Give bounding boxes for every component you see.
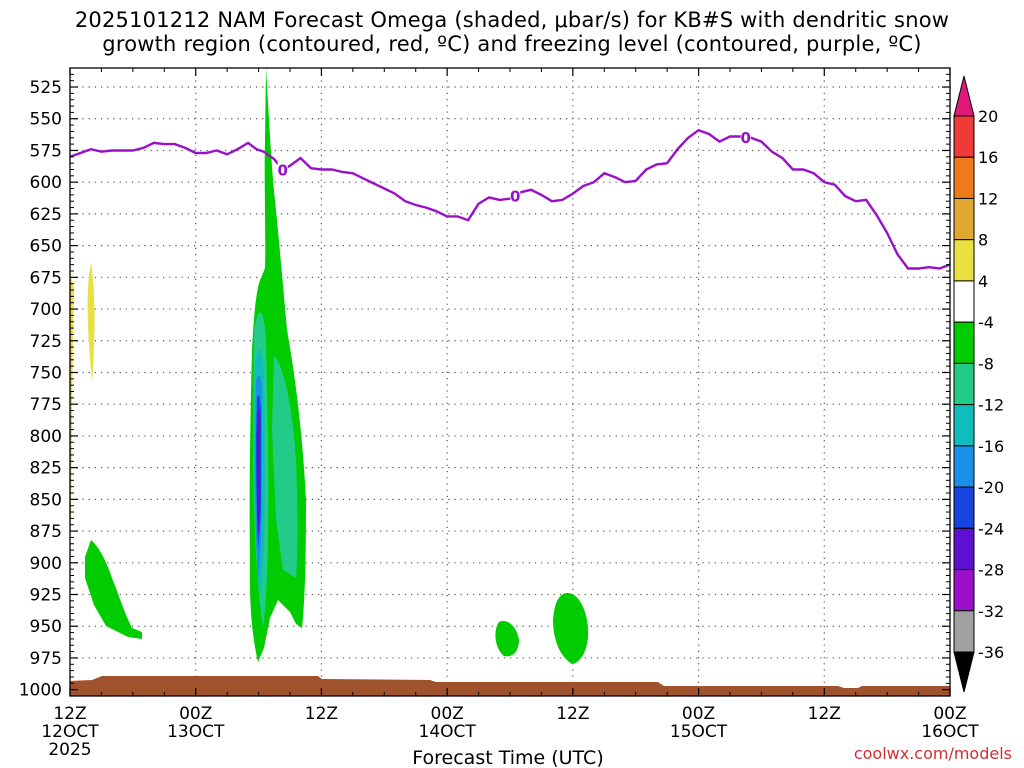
y-tick-label: 525	[30, 78, 62, 98]
y-tick-label: 850	[30, 490, 62, 510]
y-tick-label: 775	[30, 395, 62, 415]
terrain-fill	[70, 676, 950, 696]
plot-area	[70, 68, 950, 696]
x-tick-label: 00Z	[682, 704, 715, 724]
colorbar-label: -4	[978, 313, 994, 332]
x-tick-label: 12Z	[305, 704, 338, 724]
y-tick-label: 1000	[19, 681, 62, 701]
omega-region-yellow-small	[87, 263, 95, 382]
x-tick-label: 12Z	[53, 704, 86, 724]
freezing-level-label: 0	[277, 161, 287, 179]
colorbar-segment	[953, 115, 975, 158]
colorbar-segment	[953, 445, 975, 488]
colorbar-segment	[953, 486, 975, 529]
colorbar-label: -36	[978, 643, 1004, 662]
x-tick-year: 2025	[48, 740, 91, 760]
y-tick-label: 675	[30, 268, 62, 288]
colorbar-label: -16	[978, 437, 1004, 456]
colorbar-segment	[953, 404, 975, 447]
y-tick-label: 700	[30, 300, 62, 320]
x-tick-date: 16OCT	[921, 722, 979, 742]
colorbar-segment	[953, 156, 975, 199]
chart-title-line-1: 2025101212 NAM Forecast Omega (shaded, μ…	[74, 8, 950, 32]
colorbar-label: 20	[978, 107, 998, 126]
omega-region-green-42h	[495, 621, 519, 657]
freezing-level-labels: 0 0 0	[277, 129, 751, 206]
colorbar-label: -8	[978, 354, 994, 373]
y-tick-label: 950	[30, 617, 62, 637]
y-tick-label: 650	[30, 237, 62, 257]
colorbar-label: 8	[978, 231, 988, 250]
colorbar-segment	[953, 527, 975, 571]
colorbar-segment	[953, 239, 975, 282]
y-tick-label: 900	[30, 554, 62, 574]
omega-region-green-left	[85, 540, 142, 639]
freezing-label-bg	[740, 129, 751, 145]
freezing-level	[70, 128, 950, 270]
colorbar-label: 4	[978, 272, 988, 291]
x-tick-date: 15OCT	[670, 722, 728, 742]
freezing-level-line	[70, 128, 950, 270]
freezing-label-bg	[510, 187, 521, 203]
freezing-level-label: 0	[510, 188, 520, 206]
colorbar-label: -12	[978, 396, 1004, 415]
y-tick-label: 625	[30, 205, 62, 225]
colorbar-segment	[953, 197, 975, 241]
colorbar: 20 16 12 8 4 -4 -8 -12 -16 -20 -24 -28 -32 -36	[953, 75, 1004, 693]
colorbar-segment	[953, 280, 975, 323]
credit-text: coolwx.com/models	[853, 744, 1012, 763]
freezing-label-bg	[277, 161, 288, 177]
colorbar-label: -28	[978, 561, 1004, 580]
y-tick-label: 750	[30, 363, 62, 383]
y-tick-label: 825	[30, 459, 62, 479]
y-tick-label: 725	[30, 332, 62, 352]
x-tick-label: 00Z	[179, 704, 212, 724]
colorbar-label: -32	[978, 602, 1004, 621]
colorbar-bottom-arrow	[953, 651, 975, 693]
omega-region-right-teal	[272, 355, 298, 578]
omega-shading	[70, 68, 589, 664]
y-tick-label: 975	[30, 649, 62, 669]
y-tick-label: 875	[30, 522, 62, 542]
omega-region-green-48h	[553, 593, 589, 664]
x-tick-label: 00Z	[933, 704, 966, 724]
x-tick-date: 12OCT	[41, 722, 99, 742]
freezing-level-label: 0	[740, 129, 750, 147]
y-tick-label: 600	[30, 173, 62, 193]
y-tick-label: 575	[30, 141, 62, 161]
y-tick-label: 925	[30, 586, 62, 606]
y-tick-label: 800	[30, 427, 62, 447]
terrain	[70, 676, 950, 696]
colorbar-label: 16	[978, 148, 998, 167]
x-tick-date: 14OCT	[419, 722, 477, 742]
x-tick-label: 12Z	[556, 704, 589, 724]
x-tick-label: 00Z	[431, 704, 464, 724]
omega-region-main-purple	[257, 408, 260, 534]
colorbar-label: -20	[978, 478, 1004, 497]
colorbar-segment	[953, 569, 975, 612]
colorbar-top-arrow	[953, 75, 975, 117]
colorbar-label: 12	[978, 189, 998, 208]
chart-title-line-2: growth region (contoured, red, ºC) and f…	[102, 32, 922, 56]
y-tick-label: 550	[30, 110, 62, 130]
x-axis-title: Forecast Time (UTC)	[412, 747, 603, 768]
x-tick-date: 13OCT	[167, 722, 225, 742]
colorbar-segment	[953, 610, 975, 653]
x-tick-label: 12Z	[808, 704, 841, 724]
colorbar-segment	[953, 321, 975, 364]
colorbar-label: -24	[978, 519, 1004, 538]
colorbar-segment	[953, 362, 975, 406]
y-axis: 525 550 575 600 625 650 675 700 725 750 775 800 825 8…	[19, 73, 950, 701]
